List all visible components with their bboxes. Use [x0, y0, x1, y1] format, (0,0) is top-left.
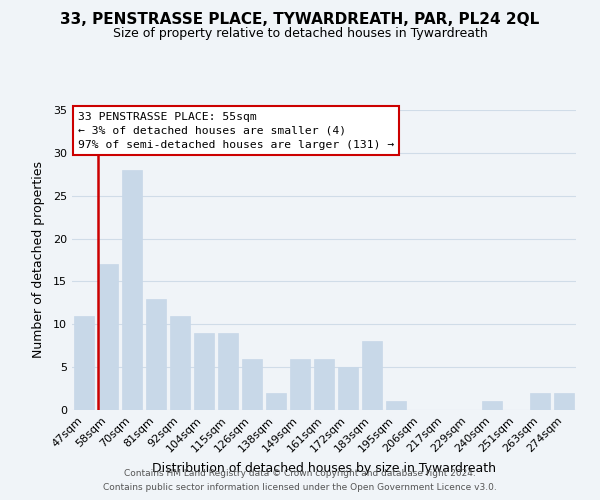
Bar — [242, 358, 262, 410]
Text: Size of property relative to detached houses in Tywardreath: Size of property relative to detached ho… — [113, 28, 487, 40]
Text: 33, PENSTRASSE PLACE, TYWARDREATH, PAR, PL24 2QL: 33, PENSTRASSE PLACE, TYWARDREATH, PAR, … — [61, 12, 539, 28]
Bar — [386, 402, 406, 410]
Y-axis label: Number of detached properties: Number of detached properties — [32, 162, 44, 358]
Bar — [170, 316, 190, 410]
Bar — [98, 264, 118, 410]
X-axis label: Distribution of detached houses by size in Tywardreath: Distribution of detached houses by size … — [152, 462, 496, 475]
Bar — [362, 342, 382, 410]
Bar — [554, 393, 574, 410]
Bar — [122, 170, 142, 410]
Bar — [146, 298, 166, 410]
Bar — [266, 393, 286, 410]
Text: Contains public sector information licensed under the Open Government Licence v3: Contains public sector information licen… — [103, 484, 497, 492]
Bar — [314, 358, 334, 410]
Bar — [218, 333, 238, 410]
Bar — [74, 316, 94, 410]
Bar — [530, 393, 550, 410]
Bar — [290, 358, 310, 410]
Bar — [194, 333, 214, 410]
Bar — [482, 402, 502, 410]
Bar — [338, 367, 358, 410]
Text: 33 PENSTRASSE PLACE: 55sqm
← 3% of detached houses are smaller (4)
97% of semi-d: 33 PENSTRASSE PLACE: 55sqm ← 3% of detac… — [78, 112, 394, 150]
Text: Contains HM Land Registry data © Crown copyright and database right 2024.: Contains HM Land Registry data © Crown c… — [124, 468, 476, 477]
